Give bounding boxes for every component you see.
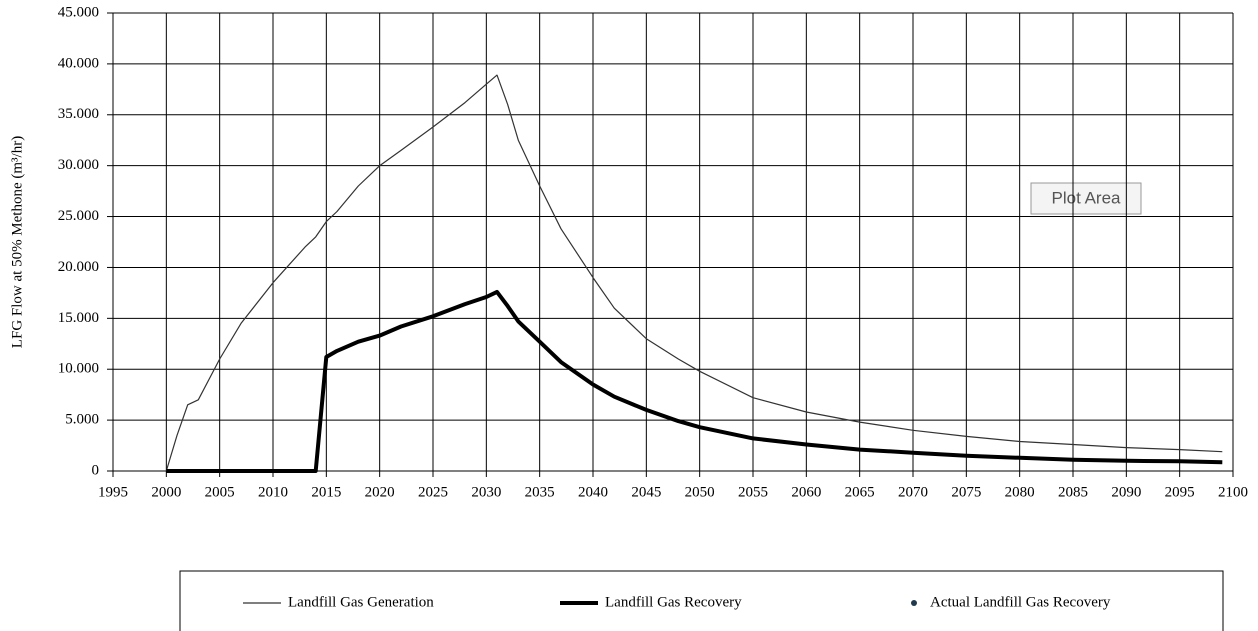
y-tick-label: 30.000 xyxy=(58,157,99,173)
y-tick-label: 10.000 xyxy=(58,361,99,377)
x-tick-label: 2030 xyxy=(471,484,501,500)
legend-label: Actual Landfill Gas Recovery xyxy=(930,594,1111,610)
y-tick-label: 20.000 xyxy=(58,259,99,275)
x-tick-label: 2035 xyxy=(525,484,555,500)
y-tick-label: 5.000 xyxy=(65,412,99,428)
x-tick-label: 2070 xyxy=(898,484,928,500)
y-tick-label: 0 xyxy=(92,462,100,478)
y-tick-label: 15.000 xyxy=(58,310,99,326)
x-tick-label: 2025 xyxy=(418,484,448,500)
x-tick-label: 2090 xyxy=(1111,484,1141,500)
x-tick-label: 2055 xyxy=(738,484,768,500)
x-tick-label: 2100 xyxy=(1218,484,1248,500)
x-tick-label: 2080 xyxy=(1005,484,1035,500)
x-tick-label: 2060 xyxy=(791,484,821,500)
y-axis-label: LFG Flow at 50% Methone (m³/hr) xyxy=(9,136,25,348)
x-tick-label: 2020 xyxy=(365,484,395,500)
x-tick-label: 2045 xyxy=(631,484,661,500)
y-tick-label: 35.000 xyxy=(58,106,99,122)
legend-label: Landfill Gas Generation xyxy=(288,594,434,610)
x-tick-label: 2040 xyxy=(578,484,608,500)
y-tick-label: 25.000 xyxy=(58,208,99,224)
x-tick-label: 2085 xyxy=(1058,484,1088,500)
x-tick-label: 2065 xyxy=(845,484,875,500)
x-tick-label: 1995 xyxy=(98,484,128,500)
legend-label: Landfill Gas Recovery xyxy=(605,594,742,610)
x-tick-label: 2095 xyxy=(1165,484,1195,500)
y-tick-label: 45.000 xyxy=(58,4,99,20)
legend-swatch xyxy=(911,600,917,606)
x-tick-label: 2050 xyxy=(685,484,715,500)
x-tick-label: 2075 xyxy=(951,484,981,500)
x-tick-label: 2000 xyxy=(151,484,181,500)
tooltip-box xyxy=(1030,182,1142,215)
x-tick-label: 2005 xyxy=(205,484,235,500)
tooltip: Plot Area xyxy=(1052,188,1122,207)
legend-box xyxy=(179,570,1224,631)
series-line xyxy=(166,289,1223,473)
series-line xyxy=(165,74,1223,472)
x-tick-label: 2010 xyxy=(258,484,288,500)
y-tick-label: 40.000 xyxy=(58,55,99,71)
x-tick-label: 2015 xyxy=(311,484,341,500)
